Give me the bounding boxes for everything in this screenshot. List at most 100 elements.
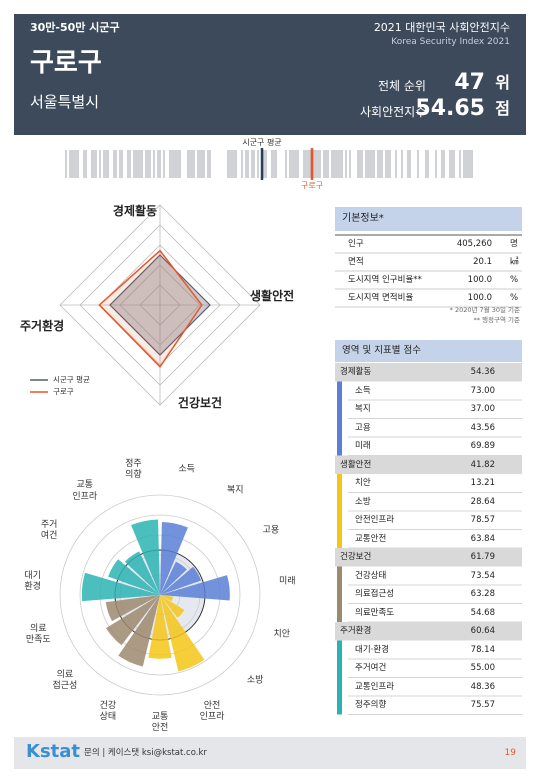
polar-bar xyxy=(124,551,160,595)
item-bar xyxy=(337,418,342,437)
item-score: 43.56 xyxy=(470,422,495,433)
score-unit: 점 xyxy=(495,99,510,118)
polar-bar xyxy=(160,575,230,601)
item-name: 안전인프라 xyxy=(355,515,395,525)
info-value: 100.0 xyxy=(467,293,492,303)
polar-label: 복지 xyxy=(226,485,244,496)
index-title: 2021 대한민국 사회안전지수 xyxy=(373,21,510,34)
info-header xyxy=(335,207,522,231)
item-bar xyxy=(337,529,342,548)
polar-label: 교통 안전 xyxy=(151,711,169,733)
polar-ring xyxy=(59,494,261,696)
item-bar xyxy=(337,603,342,622)
info-name: 도시지역 인구비율** xyxy=(348,275,422,285)
info-value: 100.0 xyxy=(467,275,492,285)
polar-bar xyxy=(148,595,172,659)
rank-unit: 위 xyxy=(495,73,510,92)
item-bar xyxy=(337,437,342,456)
score-label: 사회안전지수 xyxy=(360,105,427,119)
info-title: 기본정보* xyxy=(342,213,384,224)
group-score: 41.82 xyxy=(470,459,495,470)
info-name: 면적 xyxy=(348,257,364,267)
item-score: 54.68 xyxy=(470,607,495,618)
item-bar xyxy=(337,659,342,678)
logo: Kstat xyxy=(26,741,81,762)
item-score: 78.57 xyxy=(470,515,495,525)
polar-bar xyxy=(160,561,187,595)
legend-label: 구로구 xyxy=(53,387,74,396)
group-score: 61.79 xyxy=(470,552,495,562)
item-bar xyxy=(337,585,342,604)
item-score: 78.14 xyxy=(470,644,495,655)
polar-label: 주거 여건 xyxy=(40,519,58,541)
item-name: 미래 xyxy=(355,441,371,451)
group-row xyxy=(335,548,522,567)
strip-average-label: 시군구 평균 xyxy=(242,138,282,147)
group-name: 경제활동 xyxy=(340,367,372,377)
rank: 47 xyxy=(454,70,485,95)
item-name: 치안 xyxy=(355,478,371,488)
info-note: ** 행정구역 기준 xyxy=(473,316,520,324)
item-name: 의료만족도 xyxy=(355,607,395,618)
radar-self xyxy=(98,249,203,368)
item-bar xyxy=(337,696,342,715)
province: 서울특별시 xyxy=(30,93,100,111)
polar-bar xyxy=(106,595,160,646)
polar-bar xyxy=(160,566,202,595)
polar-bar xyxy=(118,595,160,667)
polar-label: 의료 만족도 xyxy=(25,623,51,645)
polar-label: 소방 xyxy=(246,675,264,686)
item-score: 73.54 xyxy=(470,570,495,581)
group: 30만-50만 시군구 xyxy=(30,21,120,34)
item-name: 건강상태 xyxy=(355,570,387,581)
polar-bar xyxy=(160,595,174,602)
item-name: 정주의향 xyxy=(355,700,387,710)
polar-label: 미래 xyxy=(279,575,296,586)
radar-axis-label: 경제활동 xyxy=(112,204,158,218)
polar-label: 교통 인프라 xyxy=(72,480,98,502)
radar-axis-label: 주거환경 xyxy=(20,319,65,333)
contact: 문의 | 케이스탯 ksi@kstat.co.kr xyxy=(84,748,207,758)
item-bar xyxy=(337,474,342,493)
item-bar xyxy=(337,511,342,530)
info-value: 405,260 xyxy=(456,239,492,249)
radar-axis-label: 건강보건 xyxy=(177,396,223,410)
scores-header xyxy=(335,340,522,362)
group-name: 생활안전 xyxy=(340,459,372,470)
info-unit: ㎢ xyxy=(510,257,519,267)
info-note: * 2020년 7월 30일 기준 xyxy=(449,306,520,314)
group-score: 54.36 xyxy=(470,367,495,377)
info-unit: % xyxy=(510,293,519,303)
header-bg xyxy=(14,14,526,135)
polar-bar xyxy=(160,522,188,595)
group-score: 60.64 xyxy=(470,626,495,636)
item-score: 69.89 xyxy=(470,441,495,451)
item-bar xyxy=(337,492,342,511)
polar-label: 고용 xyxy=(262,525,280,536)
item-name: 주거여건 xyxy=(355,663,387,673)
item-bar xyxy=(337,400,342,419)
item-name: 의료접근성 xyxy=(355,589,395,599)
polar-label: 의료 접근성 xyxy=(52,669,78,691)
item-score: 37.00 xyxy=(470,404,495,414)
strip-self-label: 구로구 xyxy=(300,181,324,190)
info-name: 도시지역 면적비율 xyxy=(348,293,414,303)
group-row xyxy=(335,455,522,474)
region-name: 구로구 xyxy=(30,48,102,78)
score: 54.65 xyxy=(415,96,485,121)
item-score: 28.64 xyxy=(470,496,495,507)
radar-axis-label: 생활안전 xyxy=(250,289,295,303)
legend-label: 시군구 평균 xyxy=(53,375,90,384)
item-score: 63.28 xyxy=(470,589,495,599)
polar-label: 정주 의향 xyxy=(125,458,142,480)
item-name: 교통인프라 xyxy=(355,681,395,692)
polar-ring xyxy=(79,514,241,676)
item-name: 복지 xyxy=(355,404,371,414)
index-subtitle: Korea Security Index 2021 xyxy=(391,37,510,47)
footer-bg xyxy=(14,737,526,769)
polar-bar xyxy=(105,595,160,622)
rank-label: 전체 순위 xyxy=(378,79,426,93)
item-score: 55.00 xyxy=(470,663,495,673)
